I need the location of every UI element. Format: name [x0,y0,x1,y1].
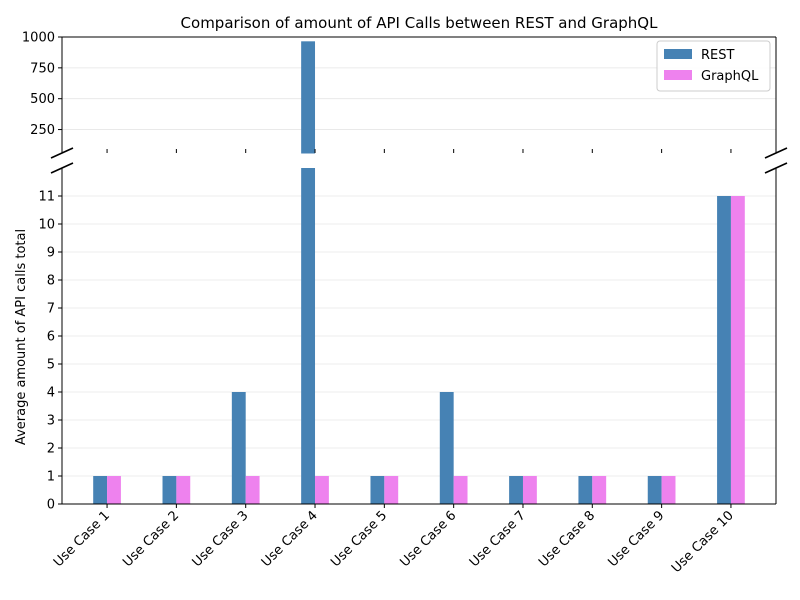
axis-break-mark [764,147,788,159]
lower-grid [62,195,776,477]
bar-rest-lower [162,476,177,504]
bar-rest-lower [647,476,662,504]
axis-break-mark [50,147,74,159]
bar-rest-lower [301,168,316,504]
bar-rest-lower [509,476,523,504]
bar-graphql-lower [245,476,260,504]
bar-graphql-lower [315,476,329,504]
x-tick-label: Use Case 10 [669,508,737,576]
lower-y-tick-label: 10 [38,218,55,233]
lower-y-tick-label: 5 [47,358,55,373]
x-ticks: Use Case 1 Use Case 2 Use Case 3 Use Case 4… [51,504,737,576]
lower-y-tick-label: 11 [38,190,55,205]
axis-break-marks [50,147,788,174]
upper-y-tick-label: 1000 [22,31,55,46]
x-tick-label: Use Case 3 [190,508,252,570]
legend-swatch [664,49,692,59]
bar-rest-lower [231,392,246,504]
bar-rest-upper [301,41,316,154]
lower-y-ticks: 0 1 2 3 4 5 6 7 8 9 10 11 [38,190,62,513]
legend-label: REST [701,48,734,63]
x-tick-label: Use Case 7 [467,508,529,570]
lower-y-tick-label: 6 [47,330,55,345]
bar-graphql-lower [453,476,468,504]
upper-panel: 250 500 750 1000 [22,31,777,154]
lower-y-tick-label: 2 [47,442,55,457]
lower-y-tick-label: 7 [47,302,55,317]
upper-bars [301,41,316,154]
lower-y-tick-label: 8 [47,274,55,289]
bar-graphql-lower [107,476,121,504]
bar-graphql-lower [384,476,399,504]
bar-rest-lower [717,196,731,504]
x-tick-label: Use Case 9 [605,508,667,570]
axis-break-mark [50,162,74,174]
bar-graphql-lower [661,476,676,504]
upper-y-tick-label: 750 [30,61,55,76]
upper-axes [61,36,777,153]
lower-y-tick-label: 0 [47,498,55,513]
bar-rest-lower [93,476,108,504]
x-tick-label: Use Case 8 [536,508,598,570]
x-tick-label: Use Case 6 [398,508,460,570]
x-tick-label: Use Case 2 [120,508,182,570]
bar-graphql-lower [176,476,191,504]
lower-bars [93,168,745,504]
bar-graphql-lower [730,196,745,504]
chart-title: Comparison of amount of API Calls betwee… [181,14,659,32]
lower-y-tick-label: 1 [47,470,55,485]
legend: REST GraphQL [656,40,771,92]
x-tick-label: Use Case 5 [328,508,390,570]
bar-graphql-lower [522,476,537,504]
lower-y-tick-label: 9 [47,246,55,261]
lower-y-tick-label: 3 [47,414,55,429]
upper-y-ticks: 250 500 750 1000 [22,31,62,138]
bar-graphql-lower [592,476,607,504]
axis-break-mark [764,162,788,174]
legend-swatch [664,70,692,80]
lower-y-tick-label: 4 [47,386,55,401]
y-axis-label: Average amount of API calls total [14,229,29,445]
legend-label: GraphQL [701,69,759,84]
x-tick-label: Use Case 1 [51,508,113,570]
upper-y-tick-label: 500 [30,92,55,107]
x-tick-label: Use Case 4 [259,508,321,570]
bar-rest-lower [578,476,593,504]
bar-rest-lower [370,476,385,504]
bar-rest-lower [439,392,454,504]
upper-y-tick-label: 250 [30,123,55,138]
